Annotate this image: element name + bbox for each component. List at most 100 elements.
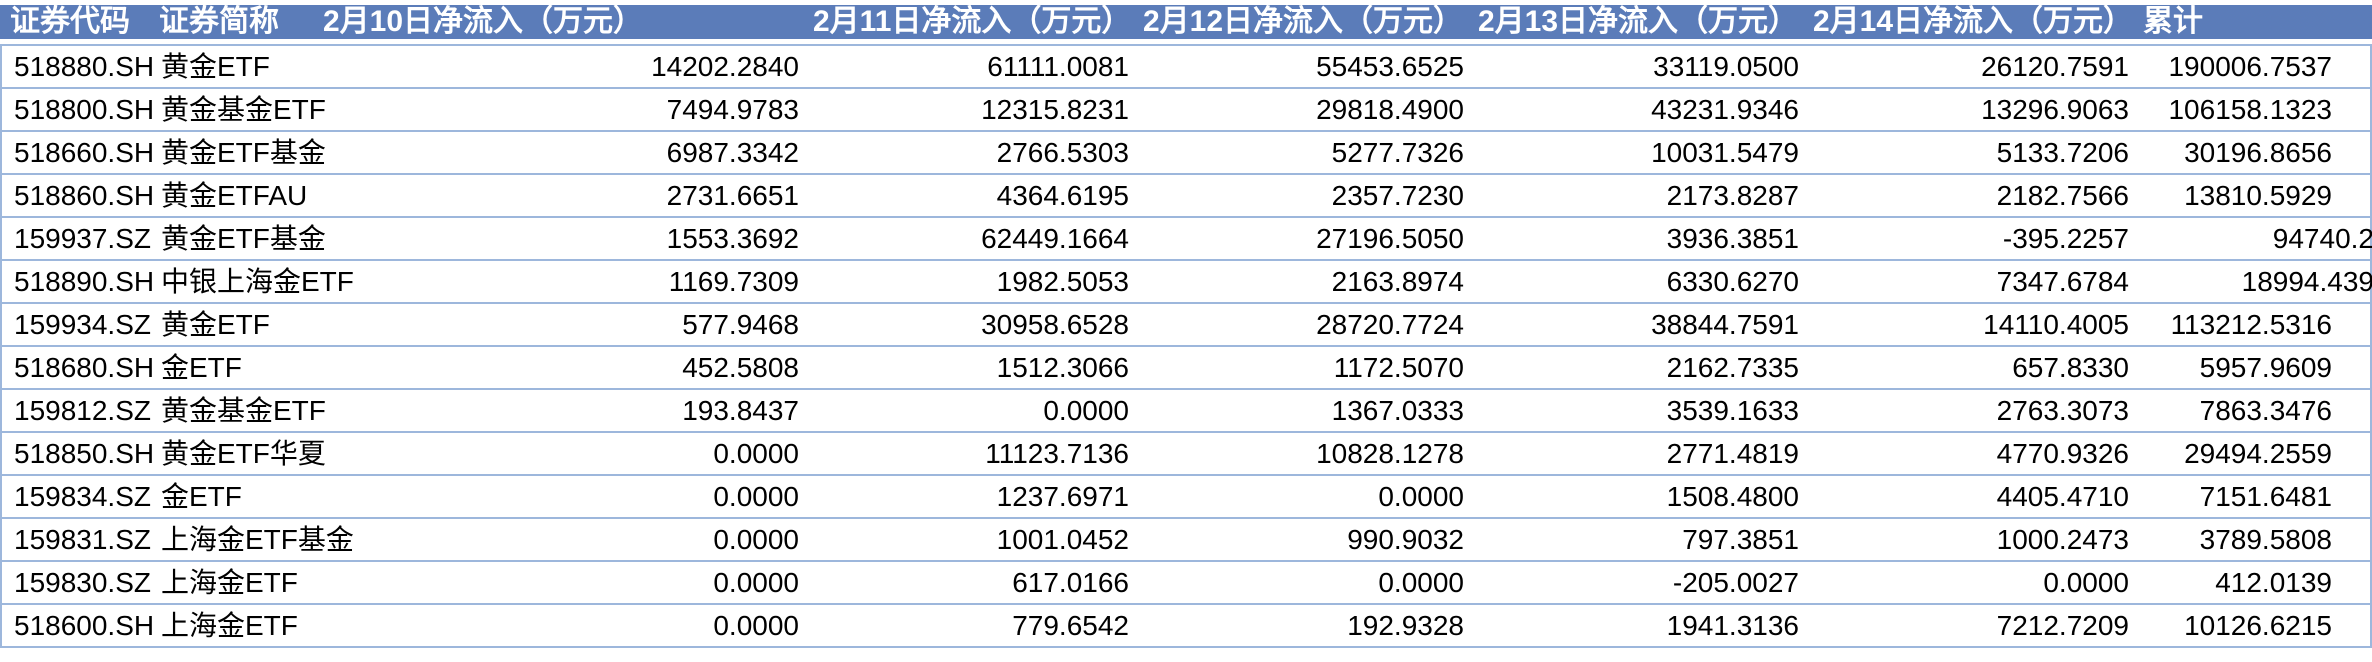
cell-code[interactable]: 159831.SZ — [14, 524, 151, 555]
cell-cumulative[interactable]: 94740.2 — [2272, 223, 2372, 254]
cell-cumulative[interactable]: 29494.2559 — [2184, 438, 2332, 469]
cell-value[interactable]: 577.9468 — [682, 309, 799, 340]
cell-code[interactable]: 518860.SH — [14, 180, 155, 211]
cell-value[interactable]: 6987.3342 — [666, 137, 799, 168]
cell-code[interactable]: 159834.SZ — [14, 481, 151, 512]
cell-value[interactable]: 0.0000 — [713, 610, 799, 641]
cell-value[interactable]: 1941.3136 — [1666, 610, 1799, 641]
cell-value[interactable]: 1172.5070 — [1333, 352, 1464, 383]
cell-code[interactable]: 518800.SH — [14, 94, 155, 125]
cell-value[interactable]: 2173.8287 — [1666, 180, 1799, 211]
cell-value[interactable]: 452.5808 — [682, 352, 799, 383]
cell-name[interactable]: 中银上海金ETF — [161, 266, 354, 297]
cell-value[interactable]: 14202.2840 — [651, 51, 799, 82]
cell-value[interactable]: 6330.6270 — [1666, 266, 1799, 297]
cell-value[interactable]: 14110.4005 — [1983, 309, 2129, 340]
cell-code[interactable]: 518660.SH — [14, 137, 155, 168]
cell-name[interactable]: 黄金ETF基金 — [161, 223, 326, 254]
cell-cumulative[interactable]: 3789.5808 — [2199, 524, 2332, 555]
cell-value[interactable]: 1001.0452 — [996, 524, 1129, 555]
cell-cumulative[interactable]: 113212.5316 — [2170, 309, 2332, 340]
cell-value[interactable]: -395.2257 — [2002, 223, 2129, 254]
cell-value[interactable]: 3539.1633 — [1666, 395, 1799, 426]
cell-cumulative[interactable]: 7151.6481 — [2199, 481, 2332, 512]
cell-value[interactable]: 1000.2473 — [1996, 524, 2129, 555]
cell-value[interactable]: 1508.4800 — [1666, 481, 1799, 512]
cell-cumulative[interactable]: 106158.1323 — [2168, 94, 2332, 125]
cell-value[interactable]: 30958.6528 — [981, 309, 1129, 340]
cell-value[interactable]: 3936.3851 — [1666, 223, 1799, 254]
cell-value[interactable]: 0.0000 — [1378, 567, 1464, 598]
cell-cumulative[interactable]: 10126.6215 — [2184, 610, 2332, 641]
cell-value[interactable]: 657.8330 — [2012, 352, 2129, 383]
cell-code[interactable]: 518600.SH — [14, 610, 155, 641]
cell-name[interactable]: 黄金ETF — [161, 309, 270, 340]
cell-code[interactable]: 518680.SH — [14, 352, 155, 383]
cell-value[interactable]: 2182.7566 — [1996, 180, 2129, 211]
cell-code[interactable]: 159830.SZ — [14, 567, 151, 598]
cell-value[interactable]: 1169.7309 — [668, 266, 799, 297]
cell-name[interactable]: 上海金ETF基金 — [161, 524, 354, 555]
cell-value[interactable]: 0.0000 — [713, 438, 799, 469]
cell-value[interactable]: 26120.7591 — [1981, 51, 2129, 82]
cell-value[interactable]: 10031.5479 — [1651, 137, 1799, 168]
cell-value[interactable]: 7212.7209 — [1996, 610, 2129, 641]
cell-value[interactable]: 11123.7136 — [985, 438, 1129, 469]
cell-value[interactable]: 28720.7724 — [1316, 309, 1464, 340]
cell-cumulative[interactable]: 412.0139 — [2215, 567, 2332, 598]
cell-value[interactable]: 2357.7230 — [1331, 180, 1464, 211]
cell-value[interactable]: 7494.9783 — [666, 94, 799, 125]
cell-code[interactable]: 159937.SZ — [14, 223, 151, 254]
cell-value[interactable]: 1982.5053 — [996, 266, 1129, 297]
cell-value[interactable]: 1512.3066 — [996, 352, 1129, 383]
cell-cumulative[interactable]: 13810.5929 — [2184, 180, 2332, 211]
cell-value[interactable]: 0.0000 — [713, 567, 799, 598]
cell-name[interactable]: 黄金基金ETF — [161, 94, 326, 125]
cell-code[interactable]: 159934.SZ — [14, 309, 151, 340]
cell-value[interactable]: 4364.6195 — [996, 180, 1129, 211]
cell-name[interactable]: 上海金ETF — [161, 610, 298, 641]
cell-value[interactable]: 27196.5050 — [1316, 223, 1464, 254]
column-header-name[interactable]: 证券简称 — [159, 5, 279, 38]
cell-name[interactable]: 黄金ETF基金 — [161, 137, 326, 168]
cell-name[interactable]: 黄金ETFAU — [161, 180, 308, 211]
cell-value[interactable]: 2731.6651 — [666, 180, 799, 211]
cell-value[interactable]: 5133.7206 — [1996, 137, 2129, 168]
cell-value[interactable]: 193.8437 — [682, 395, 799, 426]
cell-cumulative[interactable]: 30196.8656 — [2184, 137, 2332, 168]
cell-value[interactable]: 55453.6525 — [1316, 51, 1464, 82]
cell-value[interactable]: 43231.9346 — [1651, 94, 1799, 125]
cell-value[interactable]: 61111.0081 — [987, 51, 1129, 82]
cell-cumulative[interactable]: 190006.7537 — [2168, 51, 2332, 82]
cell-value[interactable]: 33119.0500 — [1653, 51, 1799, 82]
cell-value[interactable]: 5277.7326 — [1331, 137, 1464, 168]
cell-value[interactable]: 12315.8231 — [981, 94, 1129, 125]
cell-value[interactable]: -205.0027 — [1672, 567, 1799, 598]
cell-name[interactable]: 黄金ETF — [161, 51, 270, 82]
column-header-feb12[interactable]: 2月12日净流入（万元） — [1143, 5, 1464, 38]
cell-value[interactable]: 2163.8974 — [1331, 266, 1464, 297]
cell-value[interactable]: 2763.3073 — [1996, 395, 2129, 426]
cell-value[interactable]: 0.0000 — [713, 481, 799, 512]
cell-cumulative[interactable]: 5957.9609 — [2199, 352, 2332, 383]
cell-value[interactable]: 0.0000 — [1378, 481, 1464, 512]
cell-value[interactable]: 29818.4900 — [1316, 94, 1464, 125]
column-header-feb11[interactable]: 2月11日净流入（万元） — [813, 5, 1132, 38]
column-header-feb13[interactable]: 2月13日净流入（万元） — [1478, 5, 1799, 38]
cell-value[interactable]: 1367.0333 — [1331, 395, 1464, 426]
cell-cumulative[interactable]: 7863.3476 — [2199, 395, 2332, 426]
cell-value[interactable]: 1553.3692 — [666, 223, 799, 254]
cell-name[interactable]: 黄金基金ETF — [161, 395, 326, 426]
cell-value[interactable]: 990.9032 — [1347, 524, 1464, 555]
cell-code[interactable]: 518880.SH — [14, 51, 155, 82]
column-header-code[interactable]: 证券代码 — [10, 5, 130, 38]
cell-value[interactable]: 2766.5303 — [996, 137, 1129, 168]
cell-name[interactable]: 金ETF — [161, 481, 242, 512]
cell-value[interactable]: 10828.1278 — [1316, 438, 1464, 469]
cell-value[interactable]: 617.0166 — [1012, 567, 1129, 598]
cell-value[interactable]: 4405.4710 — [1996, 481, 2129, 512]
cell-value[interactable]: 0.0000 — [1043, 395, 1129, 426]
cell-value[interactable]: 779.6542 — [1012, 610, 1129, 641]
cell-value[interactable]: 797.3851 — [1682, 524, 1799, 555]
cell-name[interactable]: 金ETF — [161, 352, 242, 383]
